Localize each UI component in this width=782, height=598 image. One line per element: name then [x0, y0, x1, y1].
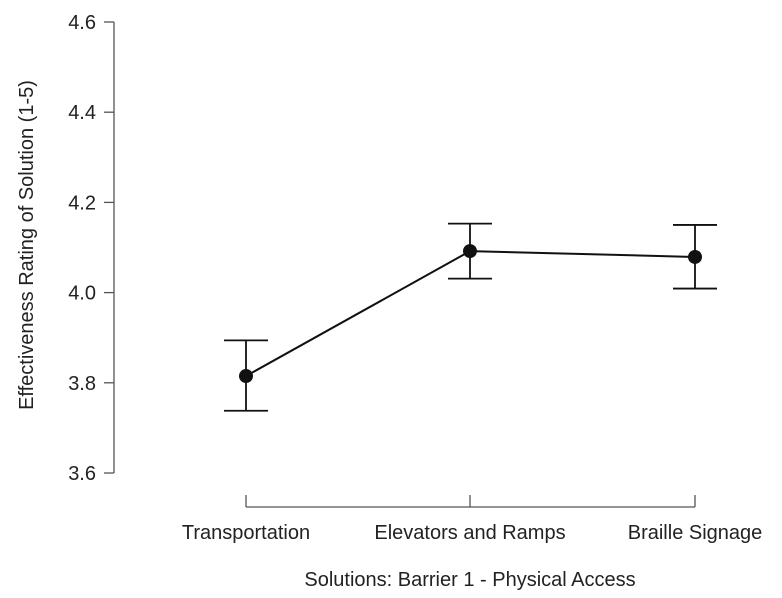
- data-point: [463, 244, 477, 259]
- y-axis: 3.6 3.8 4.0 4.2 4.4 4.6: [68, 12, 115, 485]
- data-point: [688, 249, 702, 264]
- y-tick-label: 3.8: [68, 373, 96, 395]
- x-tick-label: Transportation: [182, 522, 310, 544]
- x-axis: Transportation Elevators and Ramps Braille…: [182, 495, 762, 544]
- plot-area: [224, 222, 717, 412]
- y-tick-label: 4.6: [68, 12, 96, 34]
- y-tick-label: 4.2: [68, 192, 96, 214]
- y-tick-label: 4.4: [68, 102, 96, 124]
- x-tick-label: Braille Signage: [628, 522, 763, 544]
- x-tick-label: Elevators and Ramps: [374, 522, 565, 544]
- x-axis-label: Solutions: Barrier 1 - Physical Access: [304, 569, 635, 591]
- data-point: [239, 369, 253, 384]
- y-tick-label: 4.0: [68, 283, 96, 305]
- y-tick-label: 3.6: [68, 463, 96, 485]
- y-axis-label: Effectiveness Rating of Solution (1-5): [16, 80, 38, 410]
